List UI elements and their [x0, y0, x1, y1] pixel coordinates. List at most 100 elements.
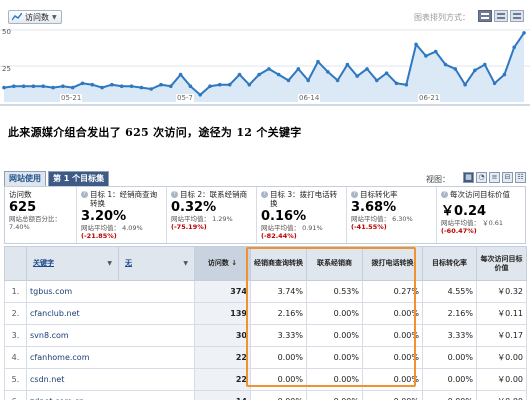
row-goal-3: 0.00%: [362, 324, 423, 347]
comparison-view-icon[interactable]: ⊟: [502, 172, 513, 183]
summary-sub: 网站平均值：: [81, 224, 120, 232]
visits-data-point: [21, 84, 26, 88]
help-icon[interactable]: ?: [441, 191, 448, 198]
visits-area-fill: [4, 32, 524, 102]
summary-sub: ￥0.61: [482, 219, 504, 227]
row-source-link[interactable]: tgbus.com: [26, 280, 195, 303]
visits-data-point: [365, 67, 369, 71]
visits-chart-svg: [0, 29, 530, 102]
visits-data-point: [119, 84, 124, 88]
summary-sub: 网站总额百分比：: [9, 215, 61, 223]
row-source-link[interactable]: zdnet.com.cn: [26, 390, 195, 400]
visits-data-point: [90, 82, 95, 87]
visits-data-point: [198, 93, 202, 97]
line-chart-icon: [12, 13, 22, 21]
help-icon[interactable]: ?: [261, 191, 268, 198]
summary-label: 目标 1：经销商查询转换: [90, 190, 158, 208]
table-row[interactable]: 6.zdnet.com.cn140.00%0.00%0.00%0.00%￥0.0…: [4, 390, 527, 400]
visits-data-point: [2, 85, 6, 90]
row-index: 3.: [4, 324, 27, 347]
visits-data-point: [512, 45, 516, 50]
summary-sub: 网站平均值：: [441, 219, 480, 227]
visits-data-point: [492, 81, 497, 86]
help-icon[interactable]: ?: [171, 191, 178, 198]
visits-data-point: [355, 74, 360, 78]
visits-chart: 50 25 05-21 05-7 06-14 06-21: [0, 26, 530, 106]
secondary-dimension-link[interactable]: 无: [125, 259, 132, 267]
visits-header-label: 访问数: [207, 259, 229, 267]
visits-data-point: [375, 78, 379, 83]
visits-data-point: [41, 84, 45, 88]
visits-data-point: [178, 72, 183, 77]
tab-site-usage[interactable]: 网站使用: [4, 171, 46, 186]
summary-value: 0.32%: [171, 200, 217, 215]
summary-sub: 网站平均值：: [351, 215, 390, 223]
performance-view-icon[interactable]: ≡: [489, 172, 500, 183]
row-source-link[interactable]: csdn.net: [26, 368, 195, 391]
help-icon[interactable]: ?: [81, 191, 88, 198]
table-header-conversion-rate[interactable]: 目标转化率: [422, 246, 477, 281]
summary-delta: (-41.55%): [351, 223, 387, 231]
chevron-down-icon: ▼: [183, 260, 188, 267]
summary-scorecard: 访问数 625 网站总额百分比： 7.40% ? 目标 1：经销商查询转换 3.2…: [4, 186, 526, 244]
view-switcher: ▦ ◔ ≡ ⊟ ☷: [463, 172, 526, 183]
visits-data-point: [257, 72, 261, 77]
graph-mode-button-line[interactable]: [478, 10, 492, 22]
row-goal-value: ￥0.00: [476, 346, 527, 369]
summary-label: 目标 2：联系经销商: [180, 190, 248, 199]
table-header-goal-2[interactable]: 联系经销商: [306, 246, 363, 281]
table-header-visits[interactable]: 访问数 ↓: [194, 246, 251, 281]
row-source-link[interactable]: cfanclub.net: [26, 302, 195, 325]
table-header-goal-3[interactable]: 拨打电话转换: [362, 246, 423, 281]
row-source-link[interactable]: svn8.com: [26, 324, 195, 347]
help-icon[interactable]: ?: [351, 191, 358, 198]
pivot-view-icon[interactable]: ☷: [515, 172, 526, 183]
row-goal-2: 0.53%: [306, 280, 363, 303]
graph-mode-button-bars[interactable]: [510, 10, 524, 22]
row-goal-value: ￥0.11: [476, 302, 527, 325]
table-header-keyword[interactable]: 关键字 ▼: [26, 246, 119, 281]
summary-sub: 4.09%: [122, 224, 143, 232]
visits-data-point: [139, 85, 144, 90]
row-goal-2: 0.00%: [306, 324, 363, 347]
table-header-goal-value[interactable]: 每次访问目标价值: [476, 246, 527, 281]
summary-conversion-rate: ? 目标转化率 3.68% 网站平均值： 6.30% (-41.55%): [347, 187, 437, 243]
table-row[interactable]: 2. cfanclub.net 139 2.16% 0.00% 0.00% 2.16% ￥0.…: [4, 302, 527, 325]
chevron-down-icon: ▼: [107, 260, 112, 267]
percentage-view-icon[interactable]: ◔: [476, 172, 487, 183]
table-header-goal-1[interactable]: 经销商查询转换: [250, 246, 307, 281]
table-header-index: [4, 246, 27, 281]
table-row[interactable]: 3. svn8.com 30 3.33% 0.00% 0.00% 3.33% ￥0.17: [4, 324, 527, 347]
visits-data-point: [12, 84, 16, 88]
table-header-secondary[interactable]: 无 ▼: [118, 246, 195, 281]
row-index: 1.: [4, 280, 27, 303]
summary-sub: 网站平均值：: [261, 224, 300, 232]
table-row[interactable]: 5. csdn.net 22 0.00% 0.00% 0.00% 0.00% ￥0.00: [4, 368, 527, 391]
x-tick-label: 05-7: [176, 94, 194, 102]
visits-data-point: [384, 71, 389, 75]
visits-data-point: [276, 72, 281, 77]
row-source-link[interactable]: cfanhome.com: [26, 346, 195, 369]
summary-label: 访问数: [9, 190, 32, 199]
table-view-icon[interactable]: ▦: [463, 172, 474, 183]
visits-data-point: [453, 67, 458, 71]
row-goal-3: 0.00%: [362, 346, 423, 369]
visits-data-point: [473, 68, 477, 73]
summary-sub: 6.30%: [392, 215, 413, 223]
metric-dropdown[interactable]: 访问数 ▼: [8, 10, 62, 24]
keyword-column-link[interactable]: 关键字: [33, 259, 54, 267]
row-visits: 374: [194, 280, 251, 303]
visits-data-point: [463, 82, 467, 87]
row-goal-value: ￥0.00: [476, 390, 527, 400]
tab-goal-set-1[interactable]: 第 1 个目标集: [48, 171, 110, 186]
visits-data-point: [326, 70, 330, 74]
row-goal-2: 0.00%: [306, 346, 363, 369]
graph-mode-button-compare[interactable]: [494, 10, 508, 22]
row-index: 4.: [4, 346, 27, 369]
summary-value: 3.68%: [351, 200, 397, 215]
metric-label: 访问数: [25, 12, 49, 22]
row-visits: 139: [194, 302, 251, 325]
visits-data-point: [443, 62, 448, 67]
table-row[interactable]: 4. cfanhome.com 22 0.00% 0.00% 0.00% 0.00% ￥0.0…: [4, 346, 527, 369]
table-row[interactable]: 1. tgbus.com 374 3.74% 0.53% 0.27% 4.55% ￥0.32: [4, 280, 527, 303]
